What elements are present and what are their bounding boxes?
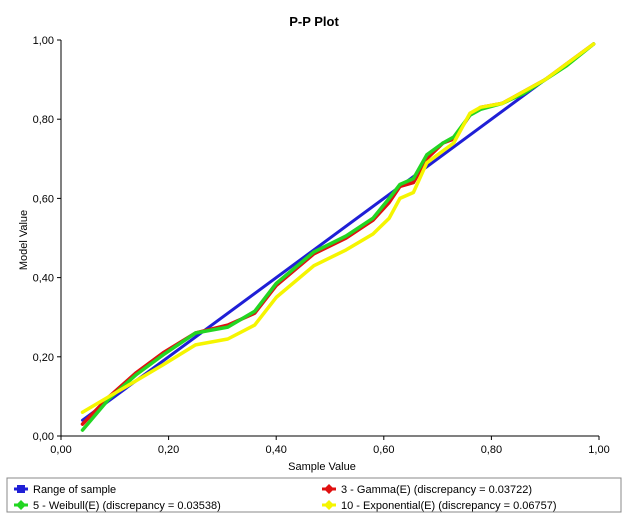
y-tick-label: 0,80 (33, 114, 54, 126)
x-tick-label: 0,00 (50, 444, 71, 456)
y-tick-label: 1,00 (33, 35, 54, 47)
legend-item: Range of sample (14, 484, 116, 496)
x-tick-label: 0,20 (158, 444, 179, 456)
y-tick-label: 0,60 (33, 193, 54, 205)
legend-swatch-marker (324, 500, 334, 510)
legend-label: 10 - Exponential(E) (discrepancy = 0.067… (341, 500, 557, 512)
y-tick-label: 0,20 (33, 352, 54, 364)
x-tick-label: 0,60 (373, 444, 394, 456)
series-line-0 (81, 42, 596, 422)
legend-item: 5 - Weibull(E) (discrepancy = 0.03538) (14, 500, 221, 512)
legend-swatch-marker (16, 500, 26, 510)
y-tick-label: 0,00 (33, 431, 54, 443)
plot-area: 0,00 0,20 0,40 0,60 0,80 1,00 0,00 0,20 0,40 0,60… (33, 35, 610, 456)
x-tick-label: 0,40 (265, 444, 286, 456)
legend-label: Range of sample (33, 484, 116, 496)
y-tick-label: 0,40 (33, 273, 54, 285)
legend: Range of sample 3 - Gamma(E) (discrepancy… (6, 477, 622, 513)
series-line-3 (80, 42, 596, 414)
chart-title: P-P Plot (289, 14, 339, 29)
x-tick-label: 0,80 (481, 444, 502, 456)
x-axis-label: Sample Value (288, 461, 356, 473)
legend-swatch-marker (324, 484, 334, 494)
legend-item: 10 - Exponential(E) (discrepancy = 0.067… (322, 500, 557, 512)
legend-label: 3 - Gamma(E) (discrepancy = 0.03722) (341, 484, 532, 496)
legend-label: 5 - Weibull(E) (discrepancy = 0.03538) (33, 500, 221, 512)
legend-box (6, 477, 622, 513)
legend-swatch-marker (17, 485, 25, 493)
legend-item: 3 - Gamma(E) (discrepancy = 0.03722) (322, 484, 532, 496)
y-axis-label: Model Value (18, 210, 30, 270)
x-tick-label: 1,00 (588, 444, 609, 456)
